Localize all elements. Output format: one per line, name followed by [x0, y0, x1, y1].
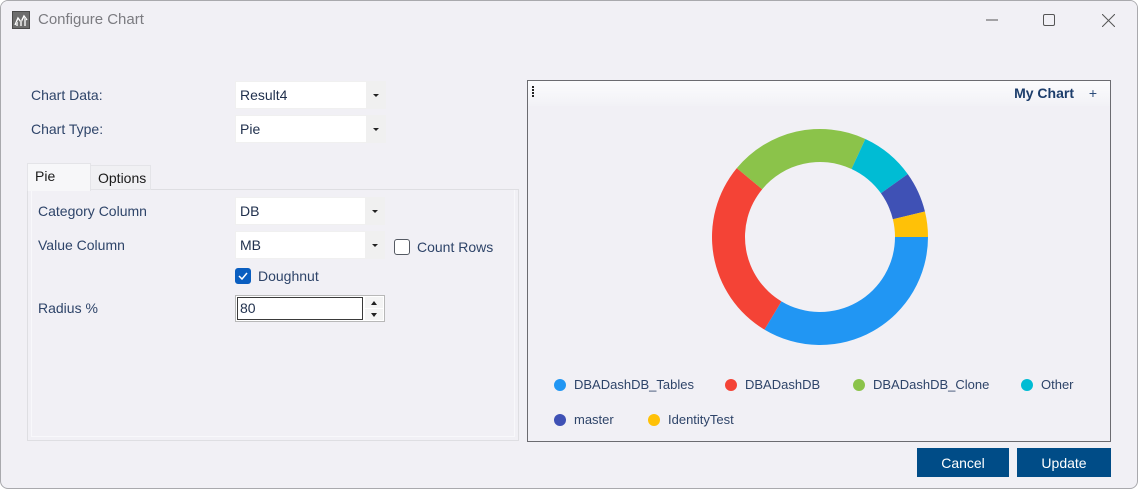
checkmark-icon [238, 272, 248, 280]
chevron-down-icon[interactable] [366, 82, 385, 108]
radius-stepper[interactable]: 80 [235, 295, 385, 322]
legend-dot-icon [853, 378, 865, 391]
chart-app-icon [12, 11, 30, 29]
add-icon[interactable]: + [1088, 85, 1097, 101]
chevron-down-icon[interactable] [365, 232, 384, 258]
chevron-down-icon[interactable] [365, 198, 384, 224]
radius-label: Radius % [38, 300, 98, 316]
category-column-value: DB [240, 203, 260, 219]
chevron-down-icon[interactable] [366, 116, 385, 142]
value-column-dropdown[interactable]: MB [235, 231, 385, 259]
legend-dot-icon [554, 378, 566, 391]
legend-item: master [554, 412, 614, 427]
chart-title[interactable]: My Chart [1014, 85, 1074, 101]
chart-type-dropdown[interactable]: Pie [235, 115, 386, 143]
doughnut-slice-dbadashdb-tables[interactable] [764, 237, 928, 345]
close-button[interactable] [1085, 1, 1131, 39]
value-column-value: MB [240, 237, 261, 253]
doughnut-slice-dbadashdb-clone[interactable] [736, 129, 866, 190]
legend-dot-icon [554, 413, 566, 426]
legend-item: DBADashDB_Clone [853, 377, 989, 392]
radius-input[interactable]: 80 [237, 297, 363, 320]
legend-item: DBADashDB_Tables [554, 377, 694, 392]
chart-toolbar: My Chart + [528, 81, 1110, 106]
arrow-up-icon [371, 300, 377, 305]
category-column-label: Category Column [38, 203, 147, 219]
tab-options[interactable]: Options [90, 165, 151, 190]
count-rows-checkbox[interactable] [394, 239, 410, 255]
doughnut-label[interactable]: Doughnut [258, 268, 319, 284]
doughnut-chart [712, 129, 928, 345]
title-bar[interactable]: Configure Chart [1, 1, 1137, 41]
legend-item: DBADashDB [725, 377, 820, 392]
chart-preview: My Chart + DBADashDB_Tables DBADashDB DB… [527, 80, 1111, 442]
increment-button[interactable] [365, 297, 383, 308]
value-column-label: Value Column [38, 237, 125, 253]
chart-data-value: Result4 [240, 87, 288, 103]
chart-type-label: Chart Type: [31, 121, 104, 137]
chart-data-label: Chart Data: [31, 87, 103, 103]
drag-handle-icon[interactable] [532, 86, 535, 100]
cancel-button[interactable]: Cancel [917, 448, 1009, 477]
doughnut-slice-other[interactable] [851, 138, 908, 194]
arrow-down-icon [371, 312, 377, 317]
doughnut-checkbox[interactable] [235, 268, 251, 284]
legend-dot-icon [648, 413, 660, 426]
maximize-icon [1043, 14, 1055, 26]
update-button[interactable]: Update [1017, 448, 1111, 477]
tab-pie[interactable]: Pie [27, 163, 91, 191]
minimize-button[interactable] [969, 1, 1015, 39]
legend-dot-icon [1021, 378, 1033, 391]
doughnut-slice-dbadashdb[interactable] [712, 168, 782, 330]
doughnut-slice-identitytest[interactable] [892, 211, 928, 237]
chart-data-dropdown[interactable]: Result4 [235, 81, 386, 109]
maximize-button[interactable] [1026, 1, 1072, 39]
legend-dot-icon [725, 378, 737, 391]
close-icon [1101, 13, 1115, 27]
window-title: Configure Chart [38, 11, 144, 28]
doughnut-slice-master[interactable] [880, 174, 925, 220]
legend-item: IdentityTest [648, 412, 734, 427]
minimize-icon [986, 19, 998, 21]
chart-type-value: Pie [240, 121, 261, 137]
legend-item: Other [1021, 377, 1074, 392]
category-column-dropdown[interactable]: DB [235, 197, 385, 225]
decrement-button[interactable] [365, 309, 383, 320]
count-rows-label[interactable]: Count Rows [417, 239, 494, 255]
